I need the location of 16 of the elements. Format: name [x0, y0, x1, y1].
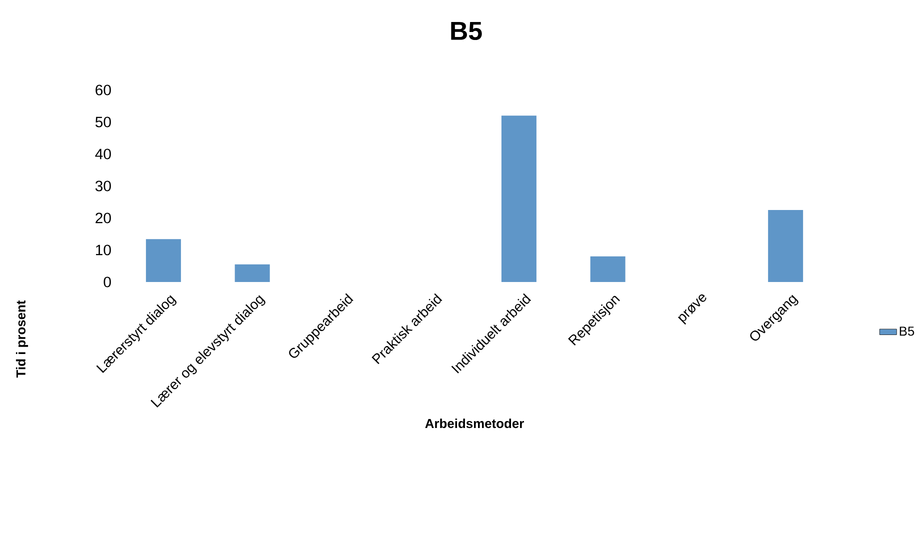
y-tick-label: 50: [95, 116, 111, 128]
bar: [146, 239, 181, 282]
y-tick-label: 10: [96, 244, 111, 256]
y-tick-label: 30: [95, 180, 111, 192]
y-tick-label: 0: [104, 276, 111, 288]
y-tick-label: 60: [96, 84, 111, 96]
bar: [768, 210, 804, 282]
y-tick-label: 40: [95, 148, 111, 160]
y-tick-label: 20: [96, 212, 111, 224]
bar: [501, 116, 536, 282]
y-axis-title: Tid i prosent: [16, 300, 28, 378]
x-axis-title: Arbeidsmetoder: [425, 418, 524, 428]
legend-label: B5: [900, 326, 914, 336]
bar: [234, 264, 270, 282]
chart-title: B5: [451, 22, 482, 40]
bar: [590, 256, 626, 282]
